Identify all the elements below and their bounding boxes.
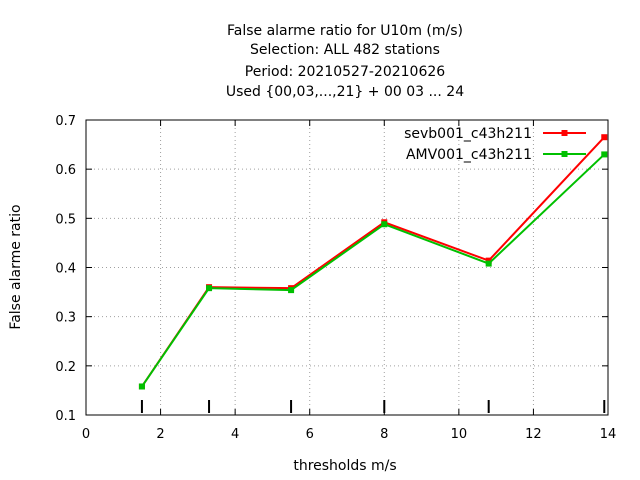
series-group bbox=[138, 134, 608, 390]
threshold-markers bbox=[140, 400, 606, 413]
y-tick-label: 0.6 bbox=[55, 163, 76, 178]
series-1 bbox=[138, 134, 608, 390]
x-tick-label: 4 bbox=[231, 427, 239, 442]
y-tick-label: 0.5 bbox=[55, 212, 76, 227]
data-point bbox=[138, 383, 145, 390]
data-point bbox=[601, 151, 608, 158]
x-tick-label: 10 bbox=[451, 427, 468, 442]
x-tick-label: 8 bbox=[380, 427, 388, 442]
data-point bbox=[206, 285, 213, 292]
y-tick-label: 0.1 bbox=[55, 409, 76, 424]
legend: sevb001_c43h211 AMV001_c43h211 bbox=[404, 126, 586, 163]
x-tick-label: 12 bbox=[525, 427, 542, 442]
series-line bbox=[141, 136, 606, 388]
series-2 bbox=[138, 151, 608, 390]
series-line bbox=[141, 153, 605, 388]
legend-label: AMV001_c43h211 bbox=[406, 147, 532, 163]
x-tick-label: 14 bbox=[600, 427, 617, 442]
chart-title-line-4: Used {00,03,...,21} + 00 03 ... 24 bbox=[226, 84, 464, 100]
chart-title-line-3: Period: 20210527-20210626 bbox=[245, 64, 445, 80]
legend-marker bbox=[561, 151, 568, 157]
x-tick-label: 0 bbox=[82, 427, 90, 442]
y-tick-label: 0.4 bbox=[55, 262, 76, 277]
y-tick-label: 0.3 bbox=[55, 311, 76, 326]
x-tick-label: 2 bbox=[156, 427, 164, 442]
data-point bbox=[288, 287, 295, 294]
chart-title-line-2: Selection: ALL 482 stations bbox=[250, 42, 440, 58]
data-point bbox=[601, 134, 608, 141]
data-point bbox=[381, 221, 388, 228]
axis-ticks: 0 2 4 6 8 10 12 14 0.1 0.2 0.3 0.4 0.5 0.6 0.7 bbox=[55, 114, 616, 442]
data-point bbox=[485, 260, 492, 267]
grid bbox=[86, 120, 608, 415]
chart-title-line-1: False alarme ratio for U10m (m/s) bbox=[227, 23, 463, 39]
legend-label: sevb001_c43h211 bbox=[404, 126, 532, 142]
x-axis-label: thresholds m/s bbox=[293, 458, 396, 474]
y-axis-label: False alarme ratio bbox=[8, 204, 24, 329]
legend-marker bbox=[561, 130, 568, 136]
y-tick-label: 0.2 bbox=[55, 360, 76, 375]
x-tick-label: 6 bbox=[306, 427, 314, 442]
y-tick-label: 0.7 bbox=[55, 114, 76, 129]
chart-title: False alarme ratio for U10m (m/s) Select… bbox=[226, 23, 464, 100]
